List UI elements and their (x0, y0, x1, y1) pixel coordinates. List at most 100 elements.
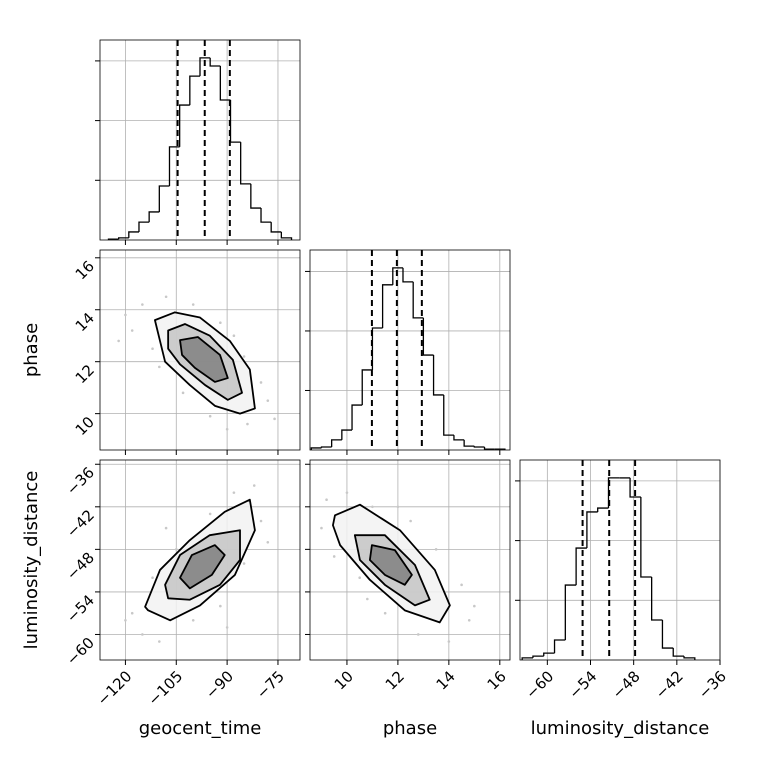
histogram-bin (553, 639, 566, 654)
histogram-bin (661, 620, 674, 649)
sample-point (473, 604, 476, 608)
panel-frame (309, 249, 511, 451)
sample-point (164, 295, 168, 299)
x-tick-label: 16 (484, 667, 510, 693)
sample-point (151, 347, 154, 351)
sample-point (259, 519, 263, 523)
sample-point (325, 498, 328, 502)
y-tick-label: −54 (63, 591, 98, 626)
histogram-bin (521, 657, 533, 660)
sample-point (219, 321, 222, 325)
sample-point (158, 365, 161, 369)
x-tick-label: 10 (331, 667, 357, 693)
sample-point (460, 583, 463, 587)
sample-point (416, 633, 420, 636)
sample-point (332, 555, 336, 558)
histogram-bin (412, 281, 424, 319)
histogram-bin (392, 267, 403, 285)
sample-point (232, 491, 236, 494)
sample-point (141, 303, 144, 306)
y-axis-label: luminosity_distance (21, 471, 42, 650)
histogram-bin (564, 584, 577, 640)
contour (368, 544, 413, 586)
sample-point (259, 381, 263, 384)
sample-point (383, 611, 387, 615)
histogram-bin (597, 507, 609, 512)
histogram-bin (280, 231, 293, 240)
histogram-bin (341, 429, 353, 440)
sample-point (242, 562, 246, 565)
sample-point (467, 618, 471, 622)
histogram-bin (683, 656, 696, 660)
contour (179, 544, 226, 590)
sample-point (124, 618, 127, 622)
x-axis-label: luminosity_distance (531, 718, 710, 739)
contour (179, 336, 229, 383)
histogram-bin (219, 65, 231, 101)
sample-point (396, 505, 400, 509)
sample-point (345, 491, 349, 494)
sample-point (320, 526, 323, 530)
x-tick-label: −90 (202, 667, 237, 702)
sample-point (232, 334, 236, 338)
histogram-bin (575, 547, 587, 586)
y-axis-label: phase (21, 323, 42, 377)
histogram-bin (532, 655, 544, 658)
sample-point (242, 355, 246, 358)
sample-point (181, 391, 185, 395)
panel-frame (309, 459, 511, 661)
histogram-bin (117, 237, 129, 240)
x-tick-label: −48 (609, 667, 644, 702)
histogram-bin (381, 284, 393, 328)
y-tick-label: 14 (72, 309, 98, 335)
x-axis-label: geocent_time (139, 718, 262, 739)
y-tick-label: 12 (72, 361, 98, 387)
x-tick-label: −36 (695, 667, 730, 702)
histogram-bin (463, 439, 475, 447)
histogram-bin (351, 404, 363, 431)
histogram-bin (148, 211, 160, 223)
histogram-bin (672, 648, 685, 657)
histogram-bin (189, 75, 200, 106)
sample-point (130, 611, 134, 615)
histogram-bin (483, 447, 495, 450)
histogram-bin (629, 477, 641, 498)
histogram-bin (138, 221, 150, 232)
histogram-bin (361, 369, 373, 406)
sample-point (434, 548, 438, 551)
histogram-bin (310, 447, 322, 450)
x-tick-label: −60 (522, 667, 557, 702)
sample-point (266, 399, 270, 402)
histogram-bin (432, 355, 444, 396)
x-tick-label: 14 (433, 667, 459, 693)
sample-point (208, 512, 212, 516)
histogram-bin (158, 185, 170, 212)
histogram-bin (422, 317, 434, 356)
x-axis-label: phase (383, 718, 437, 739)
sample-point (366, 597, 369, 601)
y-tick-label: −36 (63, 464, 98, 499)
y-tick-label: −42 (63, 506, 98, 541)
sample-point (358, 576, 361, 580)
histogram-bin (179, 104, 190, 147)
panel-frame (519, 459, 721, 661)
x-tick-label: −42 (652, 667, 687, 702)
sample-point (409, 519, 412, 523)
y-tick-label: −60 (63, 634, 98, 669)
x-tick-label: −105 (144, 667, 186, 709)
histogram-bin (586, 511, 598, 549)
histogram-bin (607, 477, 620, 509)
histogram-bin (371, 327, 383, 370)
sample-point (191, 618, 195, 622)
sample-point (273, 417, 276, 421)
histogram-bin (443, 394, 454, 436)
histogram-bin (331, 439, 342, 448)
histogram-bin (640, 497, 652, 578)
x-tick-label: −75 (253, 667, 288, 702)
x-tick-label: −120 (94, 667, 136, 709)
panel-frame (99, 459, 301, 661)
sample-point (191, 303, 195, 306)
panel-frame (99, 39, 301, 241)
sample-point (447, 640, 451, 643)
